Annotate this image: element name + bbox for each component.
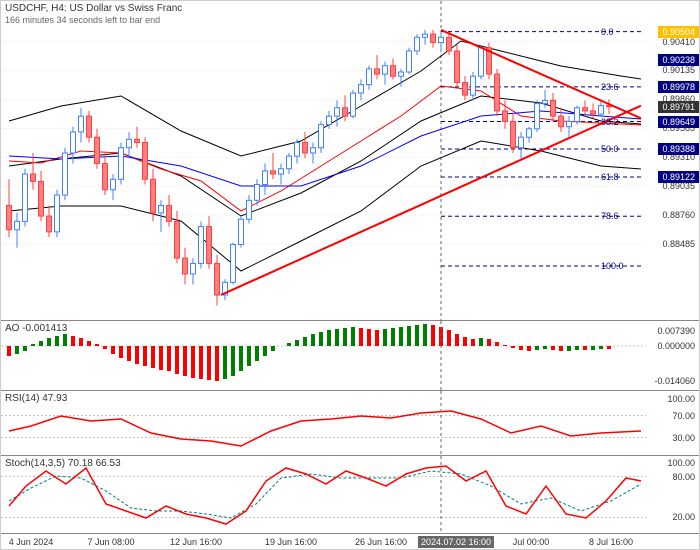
fib-label: 38.2 [601,117,619,127]
y-tick: 0.007390 [657,326,695,336]
ao-panel[interactable]: AO -0.001413 0.007390 0.000000 -0.014060 [1,321,699,391]
stoch-y-axis: 100.00 80.00 20.00 [644,456,699,533]
rsi-label: RSI(14) 47.93 [5,393,67,404]
fib-label: 0.0 [601,27,614,37]
chart-container: USDCHF, H4: US Dollar vs Swiss Franc 166… [0,0,700,550]
fib-label: 61.8 [601,172,619,182]
x-tick: 26 Jun 16:00 [355,537,407,547]
y-tick: 100.00 [667,458,695,468]
y-tick: 0.88760 [662,210,695,220]
rsi-y-axis: 100.00 70.00 30.00 [644,391,699,455]
fib-label: 23.6 [601,82,619,92]
x-tick: 19 Jun 16:00 [265,537,317,547]
y-tick: 0.90410 [662,37,695,47]
x-tick: Jul 00:00 [513,537,550,547]
bar-timer: 166 minutes 34 seconds left to bar end [5,15,160,25]
ao-y-axis: 0.007390 0.000000 -0.014060 [644,321,699,390]
x-axis: 4 Jun 2024 7 Jun 08:00 12 Jun 16:00 19 Jun … [1,534,644,549]
x-tick: 7 Jun 08:00 [87,537,134,547]
price-box: 0.89388 [658,143,699,155]
ao-chart-svg [1,321,646,391]
price-y-axis: 0.904100.901350.898600.895850.893100.890… [644,1,699,320]
price-chart-svg [1,1,646,321]
price-box: 0.89978 [658,81,699,93]
y-tick: 0.000000 [657,341,695,351]
y-tick: 0.90135 [662,65,695,75]
ao-label: AO -0.001413 [5,323,67,334]
price-box: 0.89122 [658,171,699,183]
y-tick: 100.00 [667,394,695,404]
y-tick: -0.014060 [654,376,695,386]
price-box: 0.90238 [658,54,699,66]
x-tick: 4 Jun 2024 [9,537,54,547]
fib-label: 78.6 [601,211,619,221]
fib-label: 100.0 [601,261,624,271]
price-box: 0.89791 [658,101,699,113]
y-tick: 20.00 [672,512,695,522]
y-tick: 70.00 [672,411,695,421]
x-tick-highlight: 2024.07.02 16:00 [418,536,494,548]
rsi-chart-svg [1,391,646,456]
symbol-title: USDCHF, H4: US Dollar vs Swiss Franc [5,3,182,14]
stoch-label: Stoch(14,3,5) 70.18 66.53 [5,458,121,469]
price-panel[interactable]: USDCHF, H4: US Dollar vs Swiss Franc 166… [1,1,699,321]
x-tick: 8 Jul 16:00 [589,537,633,547]
rsi-panel[interactable]: RSI(14) 47.93 100.00 70.00 30.00 [1,391,699,456]
x-tick: 12 Jun 16:00 [170,537,222,547]
price-box: 0.90504 [658,26,699,38]
y-tick: 30.00 [672,433,695,443]
y-tick: 80.00 [672,472,695,482]
fib-label: 50.0 [601,144,619,154]
price-box: 0.89649 [658,116,699,128]
y-tick: 0.88485 [662,239,695,249]
stoch-panel[interactable]: Stoch(14,3,5) 70.18 66.53 100.00 80.00 20.… [1,456,699,534]
